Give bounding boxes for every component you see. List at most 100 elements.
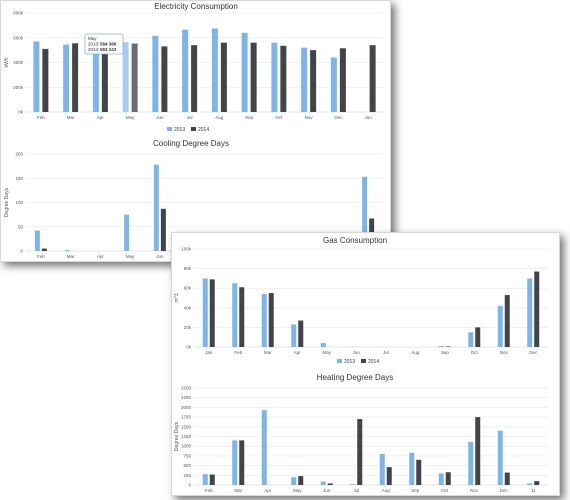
- cooling-bar-2013-0[interactable]: [34, 230, 40, 251]
- heating-bar-2013-11[interactable]: [527, 483, 533, 485]
- electricity-bar-2014-3[interactable]: [131, 43, 138, 112]
- cooling-xtick-label: Apr: [97, 254, 105, 259]
- gas-xtick-label: Dec: [529, 350, 538, 355]
- gas-bar-2014-10[interactable]: [504, 295, 510, 347]
- gas-bar-2014-3[interactable]: [298, 320, 304, 347]
- electricity-cooling-svg: Electricity Consumption 0k 200k 400k 600k 800…: [4, 2, 383, 259]
- legend-swatch-2014[interactable]: [361, 359, 366, 363]
- gas-bar-2013-3[interactable]: [291, 324, 297, 347]
- gas-bar-2013-1[interactable]: [232, 283, 238, 347]
- gas-bar-2014-9[interactable]: [475, 327, 481, 347]
- cooling-bar-2013-4[interactable]: [153, 164, 159, 251]
- heating-bar-2014-3[interactable]: [298, 476, 304, 485]
- electricity-bar-2013-8[interactable]: [271, 42, 278, 113]
- heating-bar-2014-10[interactable]: [504, 472, 510, 485]
- gas-bar-2014-1[interactable]: [239, 287, 245, 347]
- heating-bar-2013-0[interactable]: [202, 474, 208, 485]
- electricity-bar-2013-4[interactable]: [152, 35, 159, 112]
- heating-bar-2014-11[interactable]: [534, 481, 540, 485]
- gas-bar-2013-0[interactable]: [202, 278, 208, 347]
- electricity-bar-2013-5[interactable]: [182, 29, 189, 112]
- heating-bar-2013-4[interactable]: [320, 481, 326, 485]
- electricity-bar-2014-0[interactable]: [42, 48, 49, 112]
- heating-bar-2014-1[interactable]: [239, 440, 245, 485]
- heating-ytick-label: 2500: [181, 386, 192, 391]
- electricity-bar-2014-6[interactable]: [220, 42, 227, 113]
- electricity-bar-2014-1[interactable]: [72, 43, 79, 112]
- legend-swatch-2014[interactable]: [191, 127, 196, 131]
- legend-label-2014[interactable]: 2014: [198, 127, 209, 133]
- electricity-xtick-label: Apr: [97, 115, 105, 120]
- electricity-title: Electricity Consumption: [154, 2, 238, 11]
- heating-bar-2013-2[interactable]: [261, 410, 267, 485]
- electricity-bar-2013-10[interactable]: [330, 57, 337, 112]
- gas-bar-2013-10[interactable]: [497, 305, 503, 347]
- cooling-bar-2013-11[interactable]: [362, 176, 368, 251]
- electricity-bar-2013-6[interactable]: [211, 28, 218, 112]
- electricity-bar-2013-1[interactable]: [63, 44, 70, 112]
- gas-bar-2014-2[interactable]: [268, 293, 274, 347]
- cooling-bar-2014-4[interactable]: [160, 208, 166, 251]
- electricity-bar-2014-4[interactable]: [161, 46, 168, 112]
- heating-xtick-label: Dec: [500, 488, 509, 493]
- heating-bar-2013-8[interactable]: [438, 473, 444, 485]
- electricity-bar-2014-11[interactable]: [369, 45, 376, 112]
- legend-swatch-2013[interactable]: [337, 359, 342, 363]
- electricity-bar-2014-7[interactable]: [250, 42, 257, 113]
- electricity-bar-2013-3[interactable]: [122, 42, 129, 112]
- gas-legend[interactable]: 2013 2014: [337, 359, 379, 365]
- electricity-legend[interactable]: 2013 2014: [167, 127, 209, 133]
- electricity-bar-2014-2[interactable]: [101, 42, 108, 113]
- heating-xtick-label: Apr: [264, 488, 272, 493]
- gas-bar-2013-2[interactable]: [261, 294, 267, 347]
- gas-heating-panel: Gas Consumption 0k 20k 40k 60k 80k 100k m^3 Jan F…: [171, 232, 560, 496]
- legend-label-2014[interactable]: 2014: [368, 359, 379, 365]
- electricity-ytick-label: 400k: [13, 60, 24, 65]
- heating-bar-2014-9[interactable]: [475, 417, 481, 485]
- heating-bar-2014-0[interactable]: [209, 474, 215, 485]
- electricity-bar-2014-10[interactable]: [339, 48, 346, 112]
- heating-bar-2013-1[interactable]: [232, 440, 238, 485]
- heating-bar-2013-9[interactable]: [468, 441, 474, 485]
- electricity-bar-2014-8[interactable]: [280, 45, 287, 113]
- cooling-bar-2013-1[interactable]: [64, 250, 70, 251]
- gas-ylabel: m^3: [174, 293, 180, 303]
- tooltip-value-2014: 553 243: [100, 47, 117, 52]
- heating-chart: Heating Degree Days 0 250 500 750 1000 1250 150…: [174, 373, 548, 493]
- legend-label-2013[interactable]: 2013: [174, 127, 185, 133]
- heating-bar-2014-6[interactable]: [386, 467, 392, 485]
- heating-bar-2014-7[interactable]: [416, 459, 422, 485]
- electricity-bar-2013-7[interactable]: [241, 32, 248, 112]
- gas-bar-2013-11[interactable]: [527, 278, 533, 347]
- gas-bar-2013-9[interactable]: [468, 332, 474, 347]
- heating-bar-2014-8[interactable]: [445, 472, 451, 485]
- gas-xtick-label: Jun: [353, 350, 361, 355]
- electricity-bar-2014-5[interactable]: [191, 45, 198, 112]
- heating-bar-2013-7[interactable]: [409, 452, 415, 485]
- electricity-bar-2014-9[interactable]: [310, 50, 317, 112]
- cooling-bar-2014-0[interactable]: [41, 248, 47, 251]
- gas-bar-2013-8[interactable]: [438, 346, 444, 347]
- tooltip-label-2013: 2013:: [88, 42, 99, 47]
- heating-bar-2013-10[interactable]: [497, 430, 503, 485]
- legend-swatch-2013[interactable]: [167, 127, 172, 131]
- electricity-bar-2013-0[interactable]: [33, 41, 40, 112]
- electricity-bar-2013-2[interactable]: [92, 42, 99, 113]
- heating-bar-2013-6[interactable]: [379, 453, 385, 485]
- cooling-xtick-label: Jun: [156, 254, 164, 259]
- cooling-bar-2013-3[interactable]: [124, 214, 130, 251]
- cooling-ytick-label: 0: [20, 249, 23, 254]
- heating-bar-2013-5[interactable]: [350, 484, 356, 485]
- gas-bar-2014-11[interactable]: [534, 271, 540, 347]
- heating-ytick-label: 0: [188, 483, 191, 488]
- legend-label-2013[interactable]: 2013: [344, 359, 355, 365]
- gas-bar-2013-4[interactable]: [320, 343, 326, 347]
- heating-bar-2014-4[interactable]: [327, 483, 333, 485]
- heating-bar-2013-3[interactable]: [291, 477, 297, 485]
- electricity-xtick-label: Aug: [215, 115, 224, 120]
- electricity-xtick-label: Feb: [37, 115, 45, 120]
- gas-bar-2014-0[interactable]: [209, 279, 215, 347]
- heating-bar-2014-5[interactable]: [357, 419, 363, 485]
- electricity-bar-2013-9[interactable]: [301, 47, 308, 112]
- heating-ytick-label: 1250: [181, 434, 192, 439]
